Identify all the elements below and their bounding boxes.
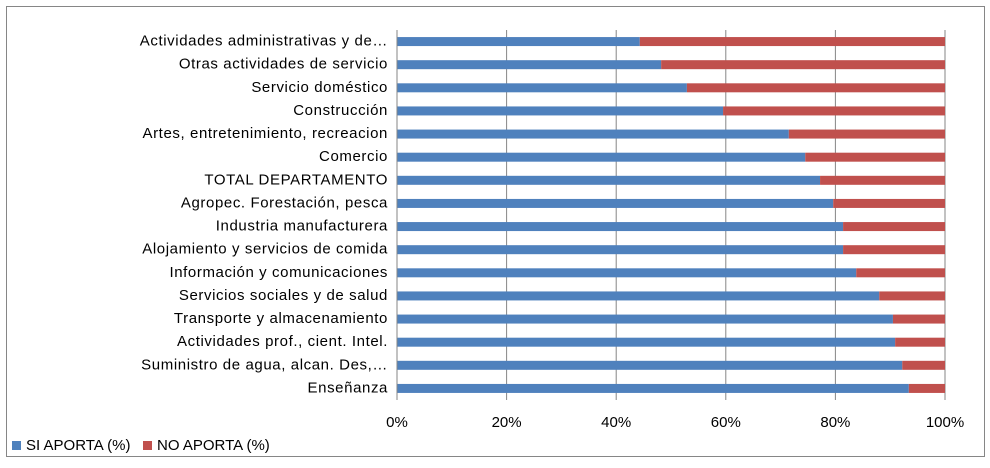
bar — [397, 337, 896, 347]
bar — [397, 152, 806, 162]
y-tick-label: Información y comunicaciones — [169, 264, 388, 281]
y-tick-label: Otras actividades de servicio — [179, 56, 388, 73]
x-tick-label: 100% — [926, 414, 964, 431]
bar — [397, 175, 821, 185]
x-tick-label: 40% — [601, 414, 631, 431]
bar — [788, 129, 945, 139]
legend-label: SI APORTA (%) — [26, 437, 130, 454]
bar — [397, 60, 662, 70]
bar — [397, 268, 857, 278]
y-tick-label: Suministro de agua, alcan. Des,… — [141, 356, 388, 373]
bar — [892, 314, 945, 324]
y-tick-label: Artes, entretenimiento, recreacion — [142, 125, 388, 142]
bar — [639, 37, 945, 47]
bar — [805, 152, 945, 162]
bar — [397, 129, 789, 139]
bar — [820, 175, 945, 185]
bar — [908, 383, 945, 393]
bar — [661, 60, 945, 70]
bar — [397, 83, 687, 93]
y-tick-label: TOTAL DEPARTAMENTO — [204, 171, 388, 188]
legend-swatch — [12, 441, 21, 450]
legend-swatch — [143, 441, 152, 450]
bar — [879, 291, 945, 301]
y-tick-label: Agropec. Forestación, pesca — [181, 194, 388, 211]
bar — [397, 383, 909, 393]
y-tick-label: Actividades administrativas y de… — [140, 33, 388, 50]
y-tick-label: Servicios sociales y de salud — [179, 287, 388, 304]
chart-frame — [6, 6, 985, 457]
y-tick-label: Enseñanza — [308, 379, 389, 396]
x-tick-label: 60% — [711, 414, 741, 431]
y-tick-label: Servicio doméstico — [251, 79, 388, 96]
y-tick-label: Construcción — [293, 102, 388, 119]
bar — [397, 291, 880, 301]
y-tick-label: Transporte y almacenamiento — [174, 310, 388, 327]
bar — [686, 83, 945, 93]
y-tick-label: Comercio — [319, 148, 388, 165]
x-tick-label: 80% — [820, 414, 850, 431]
bar — [833, 198, 945, 208]
y-tick-label: Industria manufacturera — [216, 218, 388, 235]
bar — [397, 314, 893, 324]
bar — [843, 222, 945, 232]
bar — [843, 245, 945, 255]
bar — [397, 360, 903, 370]
bar — [397, 198, 834, 208]
bar — [723, 106, 945, 116]
bar — [902, 360, 945, 370]
bar — [895, 337, 945, 347]
x-tick-label: 20% — [492, 414, 522, 431]
bar — [397, 222, 844, 232]
x-tick-label: 0% — [386, 414, 408, 431]
legend-label: NO APORTA (%) — [157, 437, 270, 454]
bar — [397, 37, 640, 47]
bar — [397, 106, 724, 116]
bar — [856, 268, 945, 278]
y-tick-label: Alojamiento y servicios de comida — [142, 241, 388, 258]
bar — [397, 245, 844, 255]
y-tick-label: Actividades prof., cient. Intel. — [177, 333, 388, 350]
